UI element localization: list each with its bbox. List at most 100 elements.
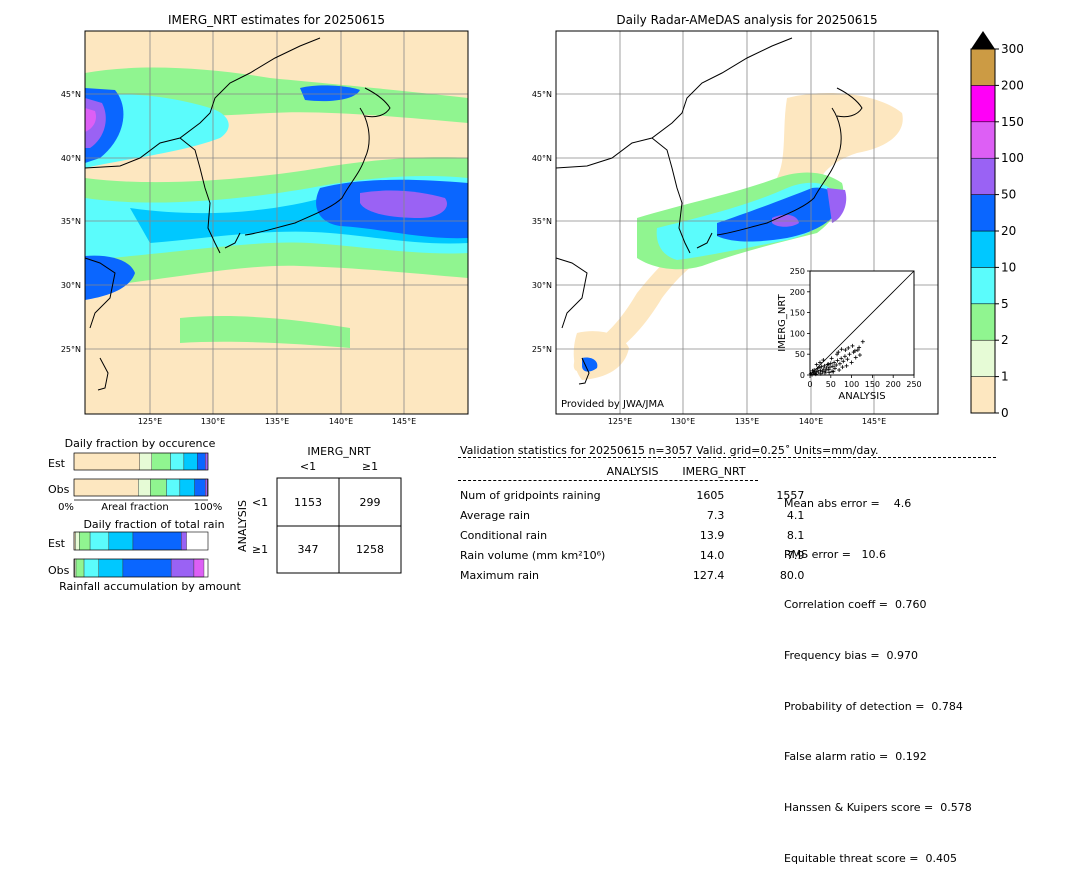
left-map-lat-labels: 45°N 40°N 35°N 30°N 25°N bbox=[61, 90, 81, 354]
colorbar-box bbox=[970, 121, 996, 159]
validation-row-imerg: 80.0 bbox=[779, 568, 805, 582]
scatter-point bbox=[837, 361, 842, 366]
scatter-point bbox=[836, 350, 841, 355]
fraction-bar-frame bbox=[73, 558, 209, 578]
scatter-point bbox=[860, 339, 865, 344]
scatter-point bbox=[814, 369, 819, 374]
validation-col-analysis: ANALYSIS bbox=[606, 465, 659, 478]
scatter-point bbox=[828, 361, 833, 366]
validation-row: Num of gridpoints raining 1605 1557 bbox=[460, 485, 804, 505]
scatter-point bbox=[818, 368, 823, 373]
scatter-point bbox=[839, 347, 844, 352]
svg-text:45°N: 45°N bbox=[61, 90, 81, 99]
scatter-point bbox=[818, 371, 823, 376]
scatter-point bbox=[842, 354, 847, 359]
colorbar-extend-arrow bbox=[971, 31, 995, 49]
colorbar-box bbox=[970, 267, 996, 305]
fraction-bar-segment bbox=[205, 478, 208, 497]
svg-text:135°E: 135°E bbox=[735, 417, 759, 426]
scatter-x-tick-label: 0 bbox=[807, 380, 812, 389]
scatter-point bbox=[835, 358, 840, 363]
fraction-bar-segment bbox=[179, 478, 195, 497]
svg-text:35°N: 35°N bbox=[532, 217, 552, 226]
svg-text:140°E: 140°E bbox=[329, 417, 353, 426]
total-rain-obs-label: Obs bbox=[48, 564, 70, 577]
contingency-col-label-ge1: ≥1 bbox=[362, 460, 378, 473]
fraction-bar-segment bbox=[183, 452, 198, 471]
validation-row: Maximum rain 127.4 80.0 bbox=[460, 565, 804, 585]
svg-text:135°E: 135°E bbox=[265, 417, 289, 426]
scatter-y-tick-label: 100 bbox=[790, 329, 805, 338]
fraction-bar-segment bbox=[150, 478, 167, 497]
validation-row-label: Num of gridpoints raining bbox=[460, 488, 601, 502]
colorbar-label: 50 bbox=[1001, 188, 1016, 202]
scatter-point bbox=[844, 363, 849, 368]
svg-text:130°E: 130°E bbox=[201, 417, 225, 426]
scatter-point bbox=[810, 372, 815, 377]
scatter-point bbox=[846, 345, 851, 350]
right-map-title: Daily Radar-AMeDAS analysis for 20250615 bbox=[616, 13, 878, 27]
scatter-x-tick-label: 150 bbox=[865, 380, 880, 389]
svg-text:130°E: 130°E bbox=[671, 417, 695, 426]
right-map-coastlines bbox=[555, 37, 863, 385]
validation-row-imerg: 7.9 bbox=[786, 548, 805, 562]
colorbar-label: 5 bbox=[1001, 297, 1009, 311]
score-false-alarm-ratio: False alarm ratio = 0.192 bbox=[784, 750, 927, 764]
scatter-x-tick-label: 50 bbox=[826, 380, 836, 389]
scatter-diagonal bbox=[809, 270, 915, 376]
scatter-point bbox=[853, 355, 858, 360]
scatter-point bbox=[825, 362, 830, 367]
validation-row-imerg: 8.1 bbox=[786, 528, 805, 542]
validation-row: Conditional rain 13.9 8.1 bbox=[460, 525, 804, 545]
total-rain-title: Daily fraction of total rain bbox=[83, 518, 225, 531]
validation-header-rule bbox=[458, 457, 996, 458]
colorbar-box bbox=[970, 85, 996, 123]
scatter-point bbox=[837, 368, 842, 373]
validation-row-imerg: 4.1 bbox=[786, 508, 805, 522]
svg-text:30°N: 30°N bbox=[61, 281, 81, 290]
scatter-point bbox=[847, 352, 852, 357]
scatter-xlabel: ANALYSIS bbox=[838, 391, 885, 402]
contingency-cell-hit-none: 1153 bbox=[294, 496, 322, 509]
colorbar-label: 300 bbox=[1001, 42, 1024, 56]
validation-row: Rain volume (mm km²10⁶) 14.0 7.9 bbox=[460, 545, 804, 565]
scatter-point bbox=[824, 365, 829, 370]
svg-text:125°E: 125°E bbox=[138, 417, 162, 426]
validation-col-imerg: IMERG_NRT bbox=[682, 465, 746, 478]
validation-row-analysis: 1605 bbox=[696, 488, 725, 502]
total-rain-chart: Est Obs bbox=[48, 531, 209, 578]
colorbar-box bbox=[970, 230, 996, 268]
right-map-credit: Provided by JWA/JMA bbox=[561, 399, 664, 410]
scatter-point bbox=[831, 369, 836, 374]
fraction-bar-segment bbox=[205, 452, 209, 471]
right-map: Provided by JWA/JMA 45°N 40°N 35°N 30°N … bbox=[532, 30, 939, 426]
contingency-col-label-lt1: <1 bbox=[300, 460, 316, 473]
scatter-y-tick-label: 150 bbox=[790, 309, 805, 318]
total-rain-est-label: Est bbox=[48, 537, 66, 550]
colorbar-label: 1 bbox=[1001, 370, 1009, 384]
fraction-bar-segment bbox=[197, 452, 206, 471]
validation-table-rule bbox=[458, 480, 758, 481]
validation-row-label: Average rain bbox=[460, 508, 530, 522]
svg-text:40°N: 40°N bbox=[532, 154, 552, 163]
scatter-point bbox=[855, 348, 860, 353]
fraction-bar-segment bbox=[89, 531, 110, 551]
validation-table: Num of gridpoints raining 1605 1557 Aver… bbox=[460, 485, 804, 585]
scatter-point bbox=[823, 368, 828, 373]
scatter-point bbox=[839, 356, 844, 361]
scatter-y-tick-label: 50 bbox=[795, 350, 805, 359]
fraction-bar-frame bbox=[73, 452, 209, 471]
scatter-point bbox=[841, 359, 846, 364]
colorbar-box bbox=[970, 376, 996, 414]
colorbar-box bbox=[970, 339, 996, 377]
colorbar: 0 1 2 5 10 20 50 100 150 200 300 bbox=[970, 31, 1024, 420]
fraction-bar-segment bbox=[180, 531, 187, 551]
fraction-bar-frame bbox=[73, 531, 209, 551]
validation-row: Average rain 7.3 4.1 bbox=[460, 505, 804, 525]
left-map-lon-labels: 125°E 130°E 135°E 140°E 145°E bbox=[138, 417, 416, 426]
occurrence-chart: Est Obs 0% Areal fraction 100% bbox=[48, 452, 222, 513]
validation-row-label: Conditional rain bbox=[460, 528, 548, 542]
contingency-row-title: ANALYSIS bbox=[236, 500, 249, 552]
scatter-point bbox=[834, 363, 839, 368]
left-map: 45°N 40°N 35°N 30°N 25°N 125°E 130°E 135… bbox=[61, 30, 469, 426]
